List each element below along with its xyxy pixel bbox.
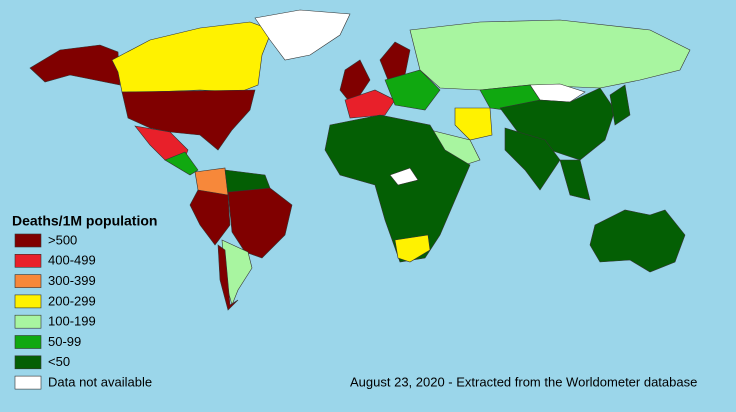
central-america	[164, 151, 199, 176]
legend-label: 300-399	[48, 273, 96, 288]
southeast-asia	[559, 159, 591, 201]
legend-swatch	[14, 254, 42, 268]
caption: August 23, 2020 - Extracted from the Wor…	[350, 374, 697, 389]
greenland	[254, 9, 351, 61]
usa	[121, 89, 256, 151]
iran	[454, 107, 493, 141]
japan	[609, 84, 631, 126]
chad	[389, 167, 419, 186]
countries	[29, 9, 691, 311]
legend-label: Data not available	[48, 375, 152, 390]
western-europe	[344, 89, 396, 119]
alaska	[29, 44, 121, 86]
legend-label: 200-299	[48, 293, 96, 308]
legend-title: Deaths/1M population	[12, 213, 157, 229]
south-africa	[394, 234, 431, 263]
africa	[324, 114, 471, 263]
legend-label: 400-499	[48, 253, 96, 268]
australia	[589, 209, 686, 273]
legend-swatch	[14, 375, 42, 390]
india	[504, 127, 561, 191]
brazil	[227, 187, 293, 259]
legend-swatch	[14, 274, 42, 288]
legend-label: >500	[48, 232, 77, 247]
legend-swatch	[14, 335, 42, 349]
legend: >500 400-499 300-399 200-299 100-199 50-99 <50…	[14, 232, 152, 390]
legend-label: 100-199	[48, 314, 96, 329]
chile	[217, 244, 239, 311]
legend-swatch	[14, 355, 42, 370]
russia	[409, 19, 691, 91]
legend-swatch	[14, 314, 42, 329]
legend-swatch	[14, 233, 42, 248]
legend-label: <50	[48, 354, 70, 369]
legend-label: 50-99	[48, 334, 81, 349]
central-europe	[384, 69, 441, 111]
legend-swatch	[14, 294, 42, 309]
